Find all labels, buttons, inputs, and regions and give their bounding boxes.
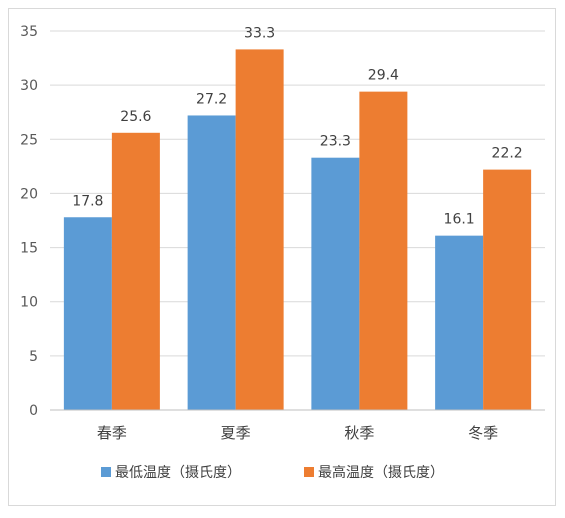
y-tick-label: 10 <box>20 295 38 311</box>
bar-series-1-2 <box>187 115 236 410</box>
data-label: 23.3 <box>320 134 351 150</box>
bar-series-1-4 <box>435 235 484 410</box>
legend-label: 最高温度（摄氏度） <box>318 464 444 481</box>
x-category-label: 冬季 <box>468 424 498 442</box>
y-tick-label: 35 <box>20 24 38 40</box>
y-tick-label: 20 <box>20 186 38 202</box>
data-label: 25.6 <box>120 109 151 125</box>
legend-swatch <box>101 467 111 477</box>
legend: 最低温度（摄氏度） 最高温度（摄氏度） <box>101 464 444 481</box>
data-labels: 17.8 25.6 27.2 33.3 23.3 29.4 16.1 22.2 <box>72 25 522 227</box>
data-label: 16.1 <box>444 212 475 228</box>
y-tick-label: 15 <box>20 241 38 257</box>
bar-series-1-3 <box>311 157 360 410</box>
y-tick-label: 30 <box>20 78 38 94</box>
y-tick-label: 5 <box>29 349 38 365</box>
y-tick-label: 0 <box>29 403 38 419</box>
bar-series-1-1 <box>63 217 112 410</box>
bars <box>63 49 532 411</box>
x-category-label: 春季 <box>97 424 127 442</box>
bar-series-2-1 <box>111 132 160 410</box>
data-label: 29.4 <box>368 68 399 84</box>
legend-swatch <box>304 467 314 477</box>
x-category-label: 秋季 <box>344 424 374 442</box>
bar-series-2-4 <box>483 169 532 410</box>
data-label: 22.2 <box>492 146 523 162</box>
legend-label: 最低温度（摄氏度） <box>115 465 241 481</box>
data-label: 17.8 <box>72 193 103 209</box>
bar-series-2-2 <box>235 49 284 411</box>
bar-series-2-3 <box>359 91 408 410</box>
data-label: 33.3 <box>244 25 275 41</box>
x-category-label: 夏季 <box>221 424 251 442</box>
data-label: 27.2 <box>196 91 227 107</box>
x-axis: 春季 夏季 秋季 冬季 <box>50 409 545 442</box>
y-axis: 0 5 10 15 20 25 30 35 <box>20 24 38 419</box>
y-tick-label: 25 <box>20 132 38 148</box>
